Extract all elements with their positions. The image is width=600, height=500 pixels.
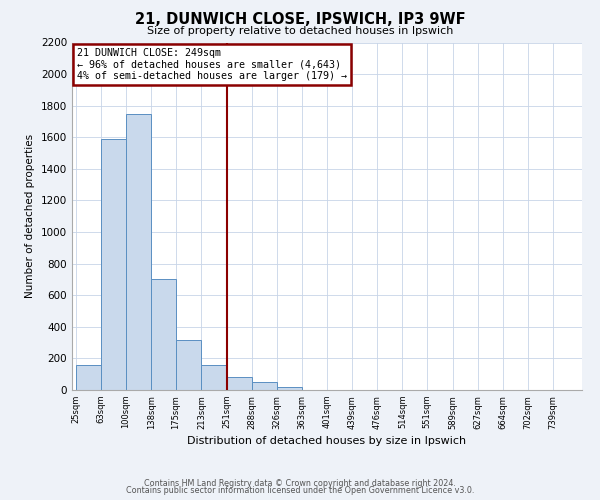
Y-axis label: Number of detached properties: Number of detached properties <box>25 134 35 298</box>
Bar <box>151 280 176 390</box>
Bar <box>251 382 277 390</box>
Bar <box>202 364 227 390</box>
Bar <box>101 139 126 390</box>
Bar <box>227 378 251 390</box>
Bar <box>277 387 302 390</box>
Bar <box>176 340 202 390</box>
Text: Size of property relative to detached houses in Ipswich: Size of property relative to detached ho… <box>147 26 453 36</box>
Text: 21 DUNWICH CLOSE: 249sqm
← 96% of detached houses are smaller (4,643)
4% of semi: 21 DUNWICH CLOSE: 249sqm ← 96% of detach… <box>77 48 347 81</box>
Text: Contains HM Land Registry data © Crown copyright and database right 2024.: Contains HM Land Registry data © Crown c… <box>144 478 456 488</box>
Text: Contains public sector information licensed under the Open Government Licence v3: Contains public sector information licen… <box>126 486 474 495</box>
X-axis label: Distribution of detached houses by size in Ipswich: Distribution of detached houses by size … <box>187 436 467 446</box>
Bar <box>126 114 151 390</box>
Bar <box>76 364 101 390</box>
Text: 21, DUNWICH CLOSE, IPSWICH, IP3 9WF: 21, DUNWICH CLOSE, IPSWICH, IP3 9WF <box>134 12 466 28</box>
